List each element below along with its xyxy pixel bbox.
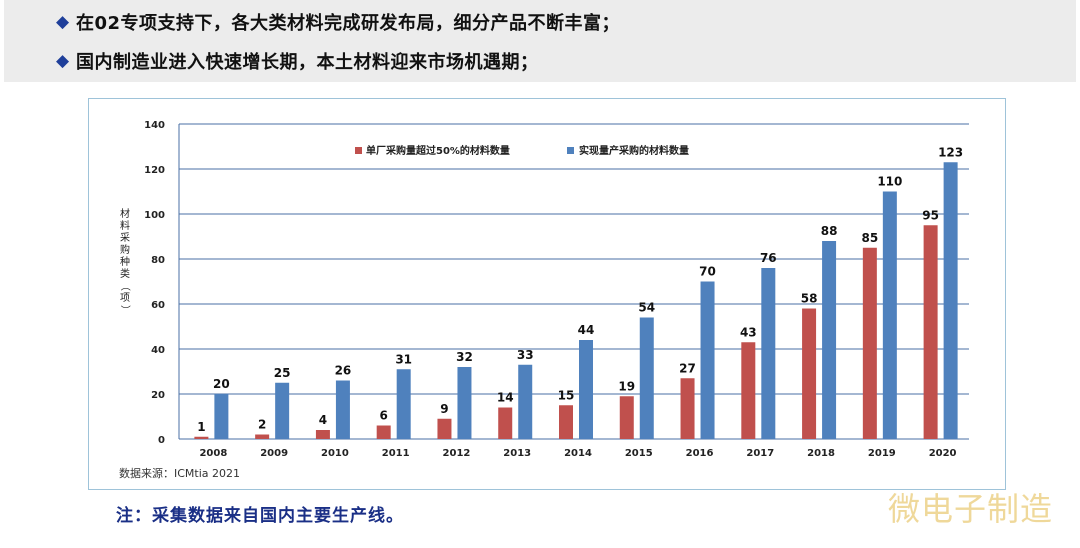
y-tick-label: 80 bbox=[151, 255, 165, 266]
x-tick-label: 2010 bbox=[321, 448, 349, 459]
data-label: 25 bbox=[274, 366, 291, 380]
bar-single-plant bbox=[802, 308, 817, 439]
legend-label: 实现量产采购的材料数量 bbox=[579, 144, 689, 157]
bar-single-plant bbox=[194, 436, 209, 439]
data-label: 58 bbox=[801, 292, 818, 306]
bar-single-plant bbox=[619, 396, 634, 439]
x-tick-label: 2012 bbox=[443, 448, 471, 459]
footnote: 注：采集数据来自国内主要生产线。 bbox=[116, 506, 404, 526]
x-tick-label: 2018 bbox=[807, 448, 835, 459]
x-tick-label: 2009 bbox=[260, 448, 288, 459]
y-tick-label: 60 bbox=[151, 300, 165, 311]
data-label: 123 bbox=[938, 145, 963, 159]
bullet-item: ◆ 国内制造业进入快速增长期，本土材料迎来市场机遇期； bbox=[56, 47, 539, 75]
y-tick-label: 100 bbox=[144, 210, 165, 221]
data-label: 32 bbox=[456, 350, 473, 364]
bar-mass-production bbox=[700, 281, 715, 439]
bar-mass-production bbox=[396, 369, 411, 439]
diamond-icon: ◆ bbox=[56, 11, 70, 32]
data-label: 27 bbox=[679, 361, 696, 375]
data-label: 76 bbox=[760, 251, 777, 265]
data-label: 54 bbox=[638, 301, 655, 315]
data-label: 6 bbox=[380, 409, 388, 423]
header-band: ◆ 在02专项支持下，各大类材料完成研发布局，细分产品不断丰富； ◆ 国内制造业… bbox=[4, 0, 1076, 82]
bar-mass-production bbox=[639, 317, 654, 439]
data-label: 31 bbox=[395, 352, 412, 366]
bullet-text: 在02专项支持下，各大类材料完成研发布局，细分产品不断丰富； bbox=[76, 13, 621, 34]
data-label: 43 bbox=[740, 325, 757, 339]
bar-single-plant bbox=[559, 405, 573, 439]
data-label: 20 bbox=[213, 377, 230, 391]
data-label: 14 bbox=[497, 391, 514, 405]
watermark-logo: 微电子制造 bbox=[888, 490, 1054, 528]
data-label: 15 bbox=[558, 388, 575, 402]
data-label: 1 bbox=[197, 420, 205, 434]
data-label: 4 bbox=[319, 413, 327, 427]
bar-single-plant bbox=[680, 378, 695, 439]
bar-mass-production bbox=[943, 162, 958, 439]
legend-label: 单厂采购量超过50%的材料数量 bbox=[366, 144, 510, 157]
x-tick-label: 2016 bbox=[686, 448, 714, 459]
x-tick-label: 2020 bbox=[929, 448, 957, 459]
bar-mass-production bbox=[335, 380, 350, 439]
y-axis-label-char: 类 bbox=[120, 267, 130, 280]
y-tick-label: 20 bbox=[151, 390, 165, 401]
bar-single-plant bbox=[498, 407, 513, 439]
y-axis-label-char: 材 bbox=[120, 207, 130, 220]
x-tick-label: 2015 bbox=[625, 448, 653, 459]
bar-single-plant bbox=[376, 425, 391, 439]
bullet-item: ◆ 在02专项支持下，各大类材料完成研发布局，细分产品不断丰富； bbox=[56, 8, 620, 36]
bar-single-plant bbox=[437, 418, 452, 439]
y-tick-label: 0 bbox=[158, 435, 165, 446]
data-label: 33 bbox=[517, 348, 534, 362]
data-label: 2 bbox=[258, 418, 266, 432]
bar-mass-production bbox=[214, 394, 229, 439]
y-axis-label-char: 项 bbox=[120, 292, 130, 304]
y-tick-label: 140 bbox=[144, 120, 165, 131]
bar-mass-production bbox=[822, 241, 837, 439]
bar-single-plant bbox=[255, 434, 270, 439]
y-tick-label: 40 bbox=[151, 345, 165, 356]
x-tick-label: 2014 bbox=[564, 448, 592, 459]
data-label: 85 bbox=[861, 231, 878, 245]
x-tick-label: 2019 bbox=[868, 448, 896, 459]
bar-mass-production bbox=[518, 364, 533, 439]
y-axis-label-char: 种 bbox=[120, 255, 130, 268]
y-axis-label-char: 采 bbox=[120, 232, 130, 244]
source-note: 数据来源：ICMtia 2021 bbox=[119, 466, 240, 480]
y-axis-label-char: （ bbox=[119, 281, 131, 291]
x-tick-label: 2011 bbox=[382, 448, 410, 459]
bar-single-plant bbox=[862, 247, 877, 439]
y-axis-label-char: ） bbox=[119, 305, 131, 315]
bar-mass-production bbox=[275, 382, 290, 439]
bar-chart: 020406080100120140材料采购种类（项）2008120200922… bbox=[119, 120, 969, 480]
bar-mass-production bbox=[457, 367, 472, 439]
data-label: 26 bbox=[335, 364, 352, 378]
data-label: 19 bbox=[618, 379, 635, 393]
bar-mass-production bbox=[761, 268, 776, 439]
data-label: 110 bbox=[877, 175, 902, 189]
data-label: 44 bbox=[578, 323, 595, 337]
chart-container: 0 20 40 60 80 100 120 140 材料采购种类（项） 2008 1 20 2009 2 2… bbox=[88, 98, 1006, 490]
bar-single-plant bbox=[741, 342, 756, 439]
legend-swatch bbox=[355, 147, 362, 154]
bar-mass-production bbox=[579, 340, 593, 439]
y-axis-label-char: 料 bbox=[120, 219, 130, 232]
data-label: 88 bbox=[821, 224, 838, 238]
y-axis-label-char: 购 bbox=[120, 243, 130, 256]
data-label: 95 bbox=[922, 208, 939, 222]
bar-mass-production bbox=[882, 191, 897, 439]
y-tick-label: 120 bbox=[144, 165, 165, 176]
legend-swatch bbox=[567, 147, 574, 154]
x-tick-label: 2013 bbox=[503, 448, 531, 459]
diamond-icon: ◆ bbox=[56, 50, 70, 71]
data-label: 9 bbox=[440, 402, 448, 416]
x-tick-label: 2008 bbox=[199, 448, 227, 459]
bar-single-plant bbox=[923, 225, 938, 439]
bullet-text: 国内制造业进入快速增长期，本土材料迎来市场机遇期； bbox=[76, 52, 539, 73]
bar-single-plant bbox=[315, 430, 330, 439]
data-label: 70 bbox=[699, 265, 716, 279]
x-tick-label: 2017 bbox=[746, 448, 774, 459]
